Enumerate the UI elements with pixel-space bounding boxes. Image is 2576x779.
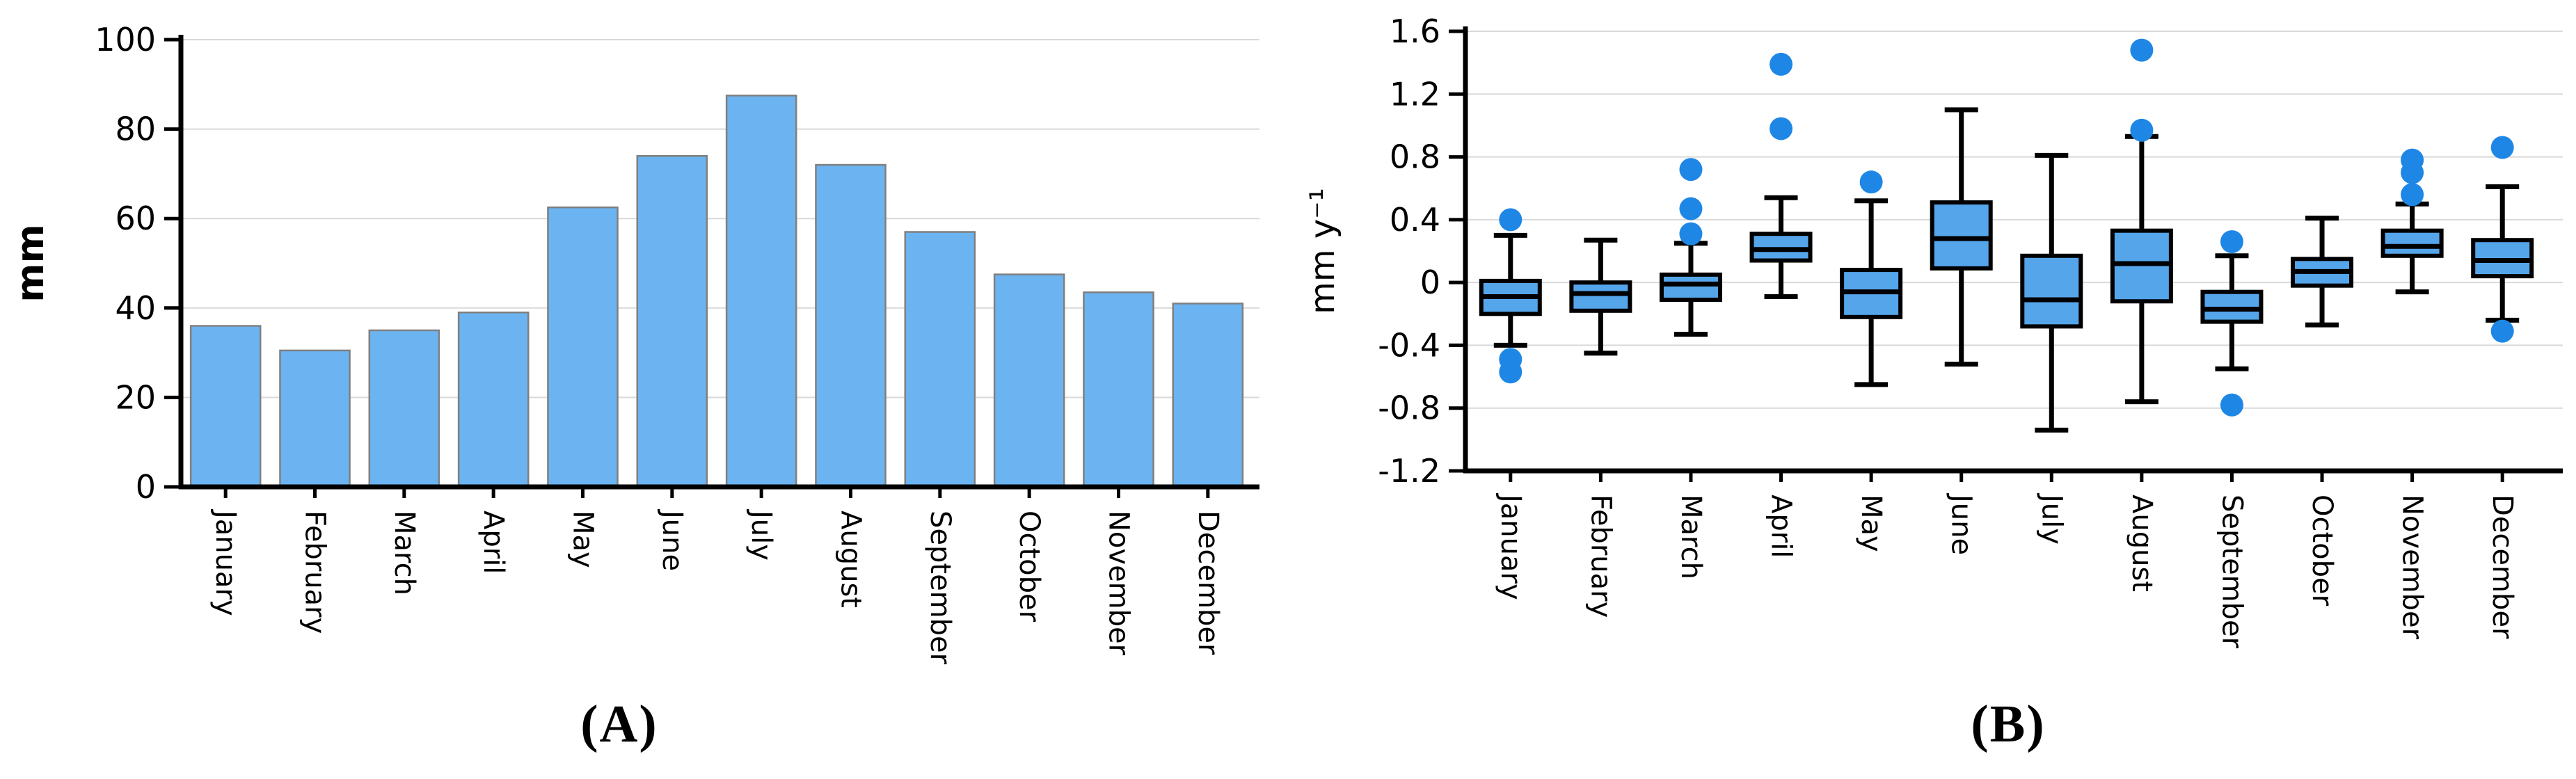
y-tick-label: -0.4 (1378, 326, 1440, 364)
bar-September (904, 231, 976, 488)
y-tick-label: 0 (1420, 264, 1440, 301)
outlier-dot-December (2490, 136, 2514, 159)
x-tick-label: April (477, 511, 509, 574)
outlier-dot-April (1770, 52, 1793, 76)
box-plot-canvas: 1.6 1.2 0.8 0.4 0 -0.4 -0.8 -1.2 January February… (1288, 0, 2576, 779)
box-June (1930, 200, 1993, 271)
outlier-dot-August (2130, 38, 2154, 62)
y-tick-label: 0 (136, 468, 156, 506)
y-tick-label: 0.8 (1390, 138, 1440, 176)
y-tick-label: 100 (95, 21, 156, 58)
x-tick-label: November (2396, 495, 2428, 640)
y-tick-label: 0.4 (1390, 201, 1440, 239)
outlier-dot-April (1770, 117, 1793, 140)
panel-a-bar-chart: 100 80 60 40 20 0 January February March April May… (8, 21, 1259, 753)
box-February (1569, 280, 1632, 313)
x-tick-label: March (1675, 495, 1707, 579)
x-tick-label: July (2035, 492, 2067, 545)
outlier-dot-January (1499, 360, 1522, 384)
y-tick-label: 80 (115, 111, 156, 148)
outlier-dot-September (2220, 393, 2243, 417)
x-tick-label: August (2126, 495, 2158, 592)
bar-January (189, 325, 262, 488)
x-tick-label: July (745, 508, 777, 561)
bar-April (457, 311, 530, 488)
x-tick-label: December (2486, 495, 2518, 639)
x-tick-label: April (1765, 495, 1797, 558)
bar-March (368, 329, 440, 488)
outlier-dot-May (1859, 170, 1883, 194)
x-tick-label: October (2306, 495, 2338, 607)
bar-May (547, 206, 619, 488)
x-tick-label: November (1103, 511, 1135, 656)
bar-October (993, 273, 1065, 488)
outlier-dot-December (2490, 319, 2514, 343)
box-November (2380, 228, 2444, 258)
outlier-dot-March (1679, 222, 1703, 246)
y-tick-label: 40 (115, 289, 156, 327)
panel-a-caption: (A) (580, 695, 658, 753)
outlier-dot-November (2401, 183, 2424, 207)
bar-June (636, 154, 708, 488)
y-tick-label: 60 (115, 200, 156, 237)
x-tick-label: January (209, 508, 241, 616)
bar-chart-canvas: 100 80 60 40 20 0 January February March April May… (8, 21, 1259, 665)
bar-August (815, 163, 887, 488)
bar-February (279, 349, 351, 488)
box-March (1659, 272, 1722, 302)
y-tick-label: 20 (115, 378, 156, 416)
panel-b-box-plot: 1.6 1.2 0.8 0.4 0 -0.4 -0.8 -1.2 January February… (1288, 0, 2576, 779)
box-July (2020, 253, 2083, 329)
x-tick-label: May (567, 511, 599, 568)
x-tick-label: February (1584, 495, 1616, 618)
x-tick-label: September (924, 511, 956, 665)
bar-December (1172, 303, 1244, 488)
x-tick-label: December (1192, 511, 1224, 655)
outlier-dot-January (1499, 208, 1522, 232)
y-tick-label: 1.6 (1390, 13, 1440, 50)
y-axis-title: mm y⁻¹ (1303, 188, 1342, 314)
y-tick-label: -1.2 (1378, 452, 1440, 490)
bar-November (1083, 291, 1154, 488)
x-tick-label: May (1855, 495, 1887, 552)
x-tick-label: January (1495, 492, 1527, 600)
y-axis-title: mm (8, 224, 52, 303)
x-tick-label: September (2216, 495, 2248, 649)
outlier-dot-March (1679, 158, 1703, 182)
x-tick-label: June (656, 508, 688, 571)
outlier-dot-September (2220, 230, 2243, 253)
panel-b-caption: (B) (1971, 695, 2046, 753)
chart-panel-b: 1.6 1.2 0.8 0.4 0 -0.4 -0.8 -1.2 January February… (1303, 13, 2563, 649)
outlier-dot-March (1679, 197, 1703, 220)
x-tick-label: February (299, 511, 331, 634)
x-tick-label: March (388, 511, 420, 595)
y-tick-label: 1.2 (1390, 75, 1440, 113)
outlier-dot-November (2401, 161, 2424, 184)
bar-July (725, 95, 797, 488)
x-tick-label: June (1946, 492, 1978, 555)
x-tick-label: August (835, 511, 867, 608)
x-tick-label: October (1013, 511, 1045, 623)
outlier-dot-August (2130, 118, 2154, 142)
y-tick-label: -0.8 (1378, 390, 1440, 427)
chart-panel-a: 100 80 60 40 20 0 January February March April May… (8, 21, 1259, 665)
